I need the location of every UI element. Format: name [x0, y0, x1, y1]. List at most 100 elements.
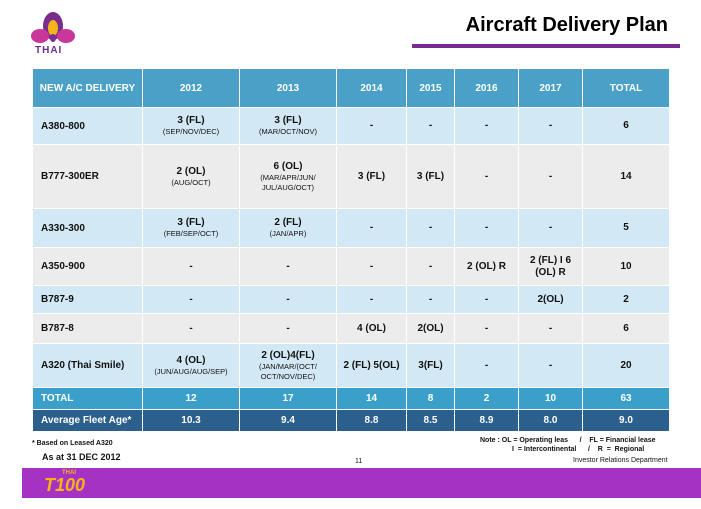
- table-cell: -: [142, 285, 240, 314]
- aircraft-label: A330-300: [32, 208, 143, 248]
- delivery-table: NEW A/C DELIVERY 2012 2013 2014 2015 201…: [32, 68, 670, 432]
- page-number: 11: [355, 458, 363, 465]
- table-cell: 2 (FL) (JAN/APR): [239, 208, 337, 248]
- table-cell: 2 (FL) I 6 (OL) R: [518, 247, 583, 286]
- table-cell: 2: [582, 285, 670, 314]
- table-row: A320 (Thai Smile) 4 (OL) (JUN/AUG/AUG/SEP…: [32, 343, 670, 388]
- table-cell: 2 (OL)4(FL) (JAN/MAR/(OCT/ OCT/NOV/DEC): [239, 343, 337, 388]
- table-cell: -: [406, 247, 455, 286]
- avg-cell: 8.5: [406, 409, 455, 432]
- total-row: TOTAL 12 17 14 8 2 10 63: [32, 387, 670, 410]
- title-underline: [412, 44, 680, 48]
- table-cell: 5: [582, 208, 670, 248]
- logo-text: THAI: [35, 45, 63, 56]
- department-label: Investor Relations Department: [573, 457, 668, 464]
- header-cell: NEW A/C DELIVERY: [32, 68, 143, 108]
- total-cell: 63: [582, 387, 670, 410]
- t100-logo: T100: [44, 475, 86, 495]
- avg-cell: 10.3: [142, 409, 240, 432]
- table-cell: 3 (FL): [336, 144, 407, 209]
- table-cell: -: [336, 247, 407, 286]
- footnote: * Based on Leased A320: [32, 440, 113, 447]
- total-cell: 14: [336, 387, 407, 410]
- total-cell: 17: [239, 387, 337, 410]
- table-cell: 3 (FL) (FEB/SEP/OCT): [142, 208, 240, 248]
- aircraft-label: A380-800: [32, 107, 143, 145]
- table-row: A330-300 3 (FL) (FEB/SEP/OCT) 2 (FL) (JAN/…: [32, 208, 670, 248]
- table-cell: 3 (FL) (SEP/NOV/DEC): [142, 107, 240, 145]
- header-cell: 2013: [239, 68, 337, 108]
- aircraft-label: A350-900: [32, 247, 143, 286]
- table-cell: -: [406, 285, 455, 314]
- table-cell: 6 (OL) (MAR/APR/JUN/ JUL/AUG/OCT): [239, 144, 337, 209]
- table-cell: -: [454, 285, 519, 314]
- header-cell: 2015: [406, 68, 455, 108]
- table-cell: 4 (OL): [336, 313, 407, 344]
- avg-label: Average Fleet Age*: [32, 409, 143, 432]
- table-cell: -: [336, 208, 407, 248]
- footer-bar: [22, 468, 701, 498]
- table-row: B787-8 - - 4 (OL) 2(OL) - - 6: [32, 313, 670, 344]
- table-cell: -: [142, 247, 240, 286]
- table-cell: -: [454, 343, 519, 388]
- total-cell: 2: [454, 387, 519, 410]
- table-cell: 10: [582, 247, 670, 286]
- table-cell: 2 (FL) 5(OL): [336, 343, 407, 388]
- table-cell: -: [239, 285, 337, 314]
- avg-cell: 9.0: [582, 409, 670, 432]
- table-cell: 2 (OL) R: [454, 247, 519, 286]
- aircraft-label: B787-8: [32, 313, 143, 344]
- legend-note-line1: Note : OL = Operating leas / FL = Financ…: [480, 437, 656, 444]
- footer-mini-logo: THAI: [62, 470, 76, 476]
- table-cell: 4 (OL) (JUN/AUG/AUG/SEP): [142, 343, 240, 388]
- table-cell: 2 (OL) (AUG/OCT): [142, 144, 240, 209]
- legend-note-line2: I = Intercontinental / R = Regional: [512, 446, 645, 453]
- avg-cell: 8.9: [454, 409, 519, 432]
- aircraft-label: B787-9: [32, 285, 143, 314]
- table-row: B787-9 - - - - - 2(OL) 2: [32, 285, 670, 314]
- table-cell: -: [518, 144, 583, 209]
- total-cell: 12: [142, 387, 240, 410]
- header-cell: 2017: [518, 68, 583, 108]
- table-cell: 3 (FL) (MAR/OCT/NOV): [239, 107, 337, 145]
- average-fleet-age-row: Average Fleet Age* 10.3 9.4 8.8 8.5 8.9 …: [32, 409, 670, 432]
- avg-cell: 9.4: [239, 409, 337, 432]
- total-cell: 10: [518, 387, 583, 410]
- table-cell: 20: [582, 343, 670, 388]
- table-cell: -: [518, 313, 583, 344]
- table-cell: 3(FL): [406, 343, 455, 388]
- table-cell: 14: [582, 144, 670, 209]
- table-cell: -: [239, 247, 337, 286]
- aircraft-label: B777-300ER: [32, 144, 143, 209]
- table-cell: -: [406, 208, 455, 248]
- table-row: A380-800 3 (FL) (SEP/NOV/DEC) 3 (FL) (MAR/…: [32, 107, 670, 145]
- table-cell: 6: [582, 107, 670, 145]
- as-at-date: As at 31 DEC 2012: [42, 452, 121, 462]
- table-cell: -: [454, 144, 519, 209]
- total-cell: 8: [406, 387, 455, 410]
- aircraft-label: A320 (Thai Smile): [32, 343, 143, 388]
- table-header-row: NEW A/C DELIVERY 2012 2013 2014 2015 201…: [32, 68, 670, 108]
- total-label: TOTAL: [32, 387, 143, 410]
- header-cell: 2016: [454, 68, 519, 108]
- table-cell: -: [142, 313, 240, 344]
- table-cell: -: [454, 313, 519, 344]
- table-row: A350-900 - - - - 2 (OL) R 2 (FL) I 6 (OL…: [32, 247, 670, 286]
- table-cell: -: [518, 343, 583, 388]
- table-cell: 6: [582, 313, 670, 344]
- avg-cell: 8.8: [336, 409, 407, 432]
- table-row: B777-300ER 2 (OL) (AUG/OCT) 6 (OL) (MAR/AP…: [32, 144, 670, 209]
- header-cell: 2012: [142, 68, 240, 108]
- legend-note: Note : OL = Operating leas / FL = Financ…: [480, 436, 656, 454]
- table-cell: -: [518, 107, 583, 145]
- header-cell: TOTAL: [582, 68, 670, 108]
- page-title: Aircraft Delivery Plan: [465, 14, 668, 36]
- avg-cell: 8.0: [518, 409, 583, 432]
- table-cell: -: [239, 313, 337, 344]
- table-cell: -: [336, 285, 407, 314]
- table-cell: 2(OL): [518, 285, 583, 314]
- table-cell: 2(OL): [406, 313, 455, 344]
- table-cell: -: [454, 107, 519, 145]
- table-cell: -: [454, 208, 519, 248]
- table-cell: -: [518, 208, 583, 248]
